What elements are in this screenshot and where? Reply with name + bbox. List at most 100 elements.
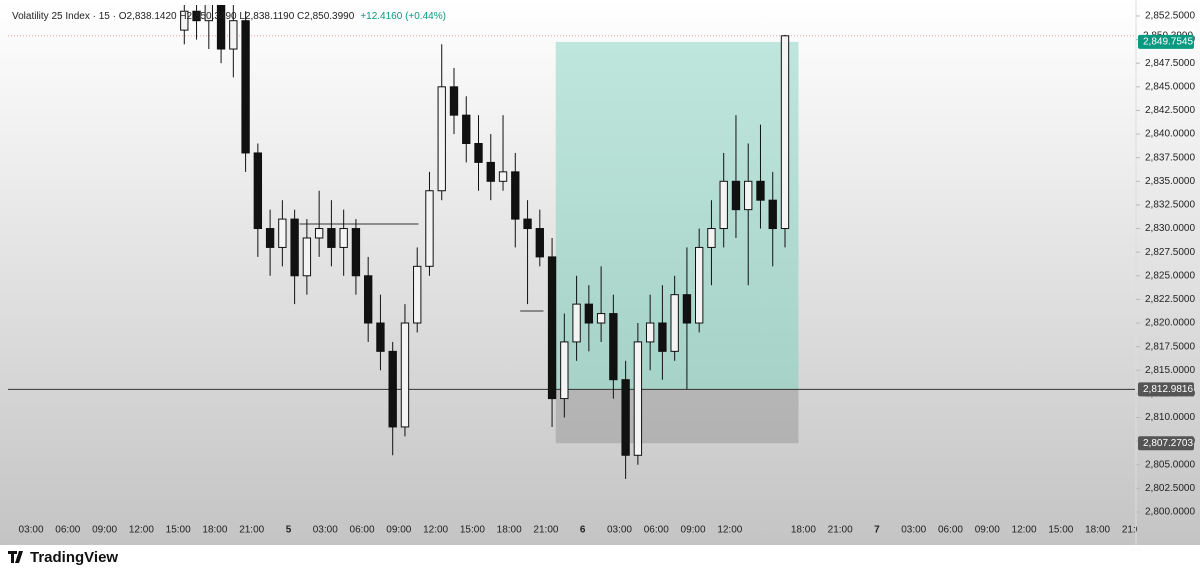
candle-body: [388, 350, 397, 428]
y-tick-label: 2,817.5000: [1145, 341, 1195, 352]
candle-body: [498, 171, 508, 182]
x-tick-label: 06:00: [350, 525, 375, 536]
x-axis: 03:00 06:00 09:00 12:00 15:00 18:00 21:00 5 03:0…: [19, 525, 1147, 536]
y-tick-label: 2,827.5000: [1145, 247, 1195, 258]
price-tag-label: 2,812.9816: [1143, 384, 1193, 395]
candle-body: [609, 313, 618, 381]
x-tick-label: 15:00: [166, 525, 191, 536]
candle-body: [511, 171, 520, 220]
change: +12.4160 (+0.44%): [360, 11, 446, 22]
candle-body: [719, 180, 728, 230]
y-tick-label: 2,820.0000: [1145, 318, 1195, 329]
x-tick-label: 21:00: [1122, 525, 1147, 536]
candle-body: [327, 228, 336, 248]
candle-body: [265, 228, 275, 248]
y-tick-label: 2,805.0000: [1145, 459, 1195, 470]
candle-body: [560, 341, 569, 400]
candle-body: [449, 86, 459, 116]
x-tick-label: 21:00: [828, 525, 853, 536]
x-tick-label: 18:00: [791, 525, 816, 536]
x-tick-label: 09:00: [92, 525, 117, 536]
x-tick-label: 09:00: [975, 525, 1000, 536]
plot: [8, 5, 1135, 479]
x-tick-label: 18:00: [1085, 525, 1110, 536]
candle-body: [204, 5, 213, 22]
candle-body: [596, 313, 606, 324]
x-tick-label: 18:00: [497, 525, 522, 536]
candle-body: [731, 180, 741, 211]
y-tick-label: 2,840.0000: [1145, 129, 1195, 140]
candle-body: [535, 228, 544, 258]
stop-zone: [555, 389, 799, 444]
candle-body: [780, 35, 790, 230]
x-tick-label: 03:00: [901, 525, 926, 536]
candle-body: [621, 379, 630, 456]
candle-body: [376, 322, 385, 352]
footer: [0, 545, 1200, 577]
y-tick-label: 2,837.5000: [1145, 152, 1195, 163]
y-tick-label: 2,852.5000: [1145, 11, 1195, 22]
x-tick-label: 03:00: [607, 525, 632, 536]
candle-body: [364, 275, 373, 324]
candle-body: [768, 199, 777, 230]
y-tick-label: 2,825.0000: [1145, 270, 1195, 281]
candle-body: [584, 303, 594, 324]
candle-body: [302, 237, 312, 277]
candle-body: [278, 218, 287, 248]
candle-body: [314, 228, 324, 239]
logo: TradingView: [8, 549, 118, 566]
candle-body: [290, 218, 299, 277]
separator: ·: [90, 11, 99, 22]
candle-body: [351, 228, 361, 277]
x-tick-label: 12:00: [717, 525, 742, 536]
candle-body: [633, 341, 643, 456]
candle-body: [241, 20, 250, 154]
price-tag: [1138, 436, 1194, 451]
candle-body: [400, 322, 410, 428]
separator: ·: [110, 11, 119, 22]
interval: 15: [99, 11, 111, 22]
candle-body: [192, 10, 201, 22]
y-tick-label: 2,802.5000: [1145, 483, 1195, 494]
candle-body: [339, 228, 348, 248]
x-tick-label: 06:00: [55, 525, 80, 536]
logo-icon: [8, 551, 23, 563]
ohlc: O2,838.1420 H2,850.3490 L2,838.1190 C2,8…: [119, 11, 355, 22]
candle-body: [253, 152, 263, 230]
y-tick-label: 2,847.5000: [1145, 58, 1195, 69]
x-tick-label: 6: [580, 525, 586, 536]
candle-body: [572, 303, 581, 343]
x-tick-label: 09:00: [386, 525, 411, 536]
candle-body: [413, 265, 422, 324]
candle-body: [462, 114, 471, 145]
price-tag-label: 2,807.2703: [1143, 438, 1193, 449]
x-tick-label: 12:00: [1012, 525, 1037, 536]
y-tick-label: 2,822.5000: [1145, 294, 1195, 305]
candle-body: [695, 246, 704, 324]
y-tick-label: 2,842.5000: [1145, 105, 1195, 116]
price-tag: [1138, 34, 1194, 49]
candle-body: [437, 86, 446, 192]
x-tick-label: 21:00: [239, 525, 264, 536]
candle-body: [744, 180, 753, 211]
y-axis: 2,800.00002,802.50002,805.00002,807.5000…: [1136, 11, 1195, 518]
candle-body: [707, 228, 716, 248]
candle-body: [425, 190, 434, 267]
x-tick-label: 18:00: [202, 525, 227, 536]
x-tick-label: 21:00: [533, 525, 558, 536]
candle-body: [682, 294, 692, 324]
header: Volatility 25 Index · 15 · O2,838.1420 H…: [12, 11, 446, 22]
candle-body: [180, 10, 189, 31]
brand: TradingView: [30, 549, 118, 566]
candle-body: [670, 294, 679, 352]
x-tick-label: 06:00: [644, 525, 669, 536]
x-tick-label: 5: [286, 525, 292, 536]
x-tick-label: 03:00: [313, 525, 338, 536]
y-tick-label: 2,815.0000: [1145, 365, 1195, 376]
y-tick-label: 2,810.0000: [1145, 412, 1195, 423]
price-tag-label: 2,849.7545: [1143, 37, 1193, 48]
x-tick-label: 12:00: [423, 525, 448, 536]
candle-body: [645, 322, 655, 343]
y-tick-label: 2,835.0000: [1145, 176, 1195, 187]
